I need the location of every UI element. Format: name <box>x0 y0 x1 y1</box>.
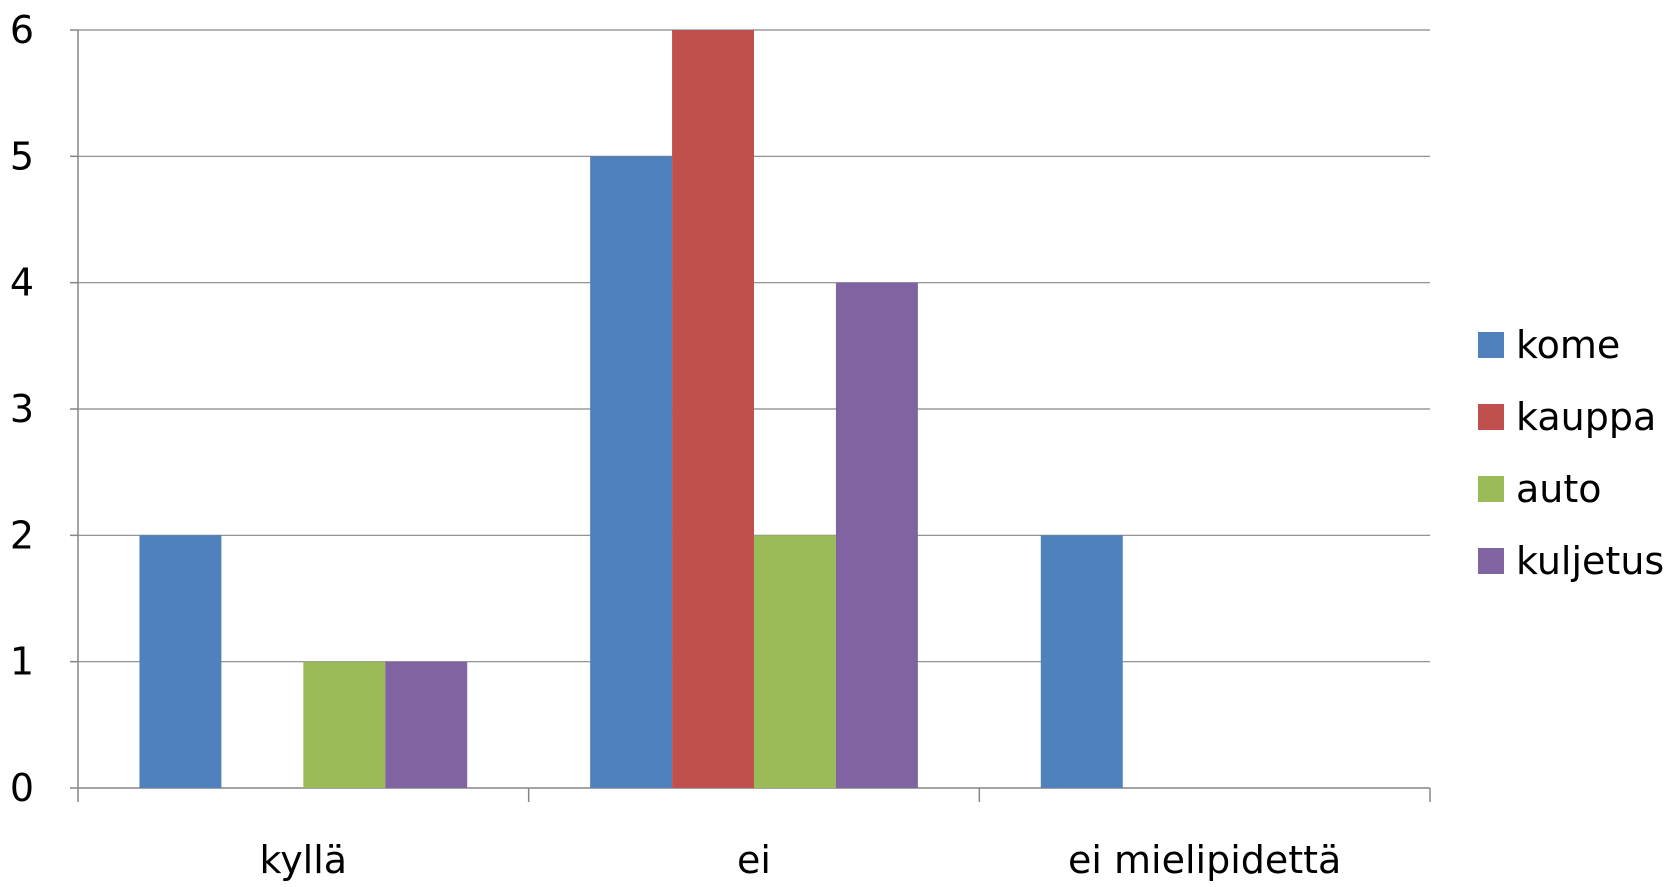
legend-label: kauppa <box>1516 395 1656 439</box>
bar-auto-1 <box>754 535 836 788</box>
x-category-label: ei <box>737 838 771 882</box>
y-tick-label: 1 <box>10 640 34 684</box>
bar-kuljetus-0 <box>385 661 468 788</box>
bars <box>139 30 1123 789</box>
legend-swatch-kome <box>1478 332 1504 358</box>
legend-label: auto <box>1516 467 1602 511</box>
x-category-label: ei mielipidettä <box>1068 838 1341 882</box>
legend: kome kauppa auto kuljetus <box>1478 323 1664 583</box>
y-tick-label: 6 <box>10 8 34 52</box>
legend-label: kuljetus <box>1516 539 1664 583</box>
bar-kuljetus-1 <box>835 282 918 788</box>
x-ticks <box>77 788 1431 802</box>
bar-auto-0 <box>303 661 386 788</box>
y-tick-label: 5 <box>10 134 34 178</box>
bar-kome-2 <box>1040 535 1123 788</box>
legend-swatch-kauppa <box>1478 404 1504 430</box>
y-tick-label: 0 <box>10 766 34 810</box>
category-labels: kyllä ei ei mielipidettä <box>260 838 1342 882</box>
y-tick-label: 2 <box>10 513 34 557</box>
bar-kome-1 <box>590 156 673 789</box>
legend-label: kome <box>1516 323 1620 367</box>
x-category-label: kyllä <box>260 838 348 882</box>
y-tick-label: 3 <box>10 387 34 431</box>
y-tick-labels: 0 1 2 3 4 5 6 <box>10 8 34 810</box>
legend-swatch-auto <box>1478 476 1504 502</box>
legend-swatch-kuljetus <box>1478 548 1504 574</box>
y-tick-label: 4 <box>10 261 34 305</box>
bar-kome-0 <box>139 535 222 788</box>
bar-kauppa-1 <box>672 30 754 788</box>
